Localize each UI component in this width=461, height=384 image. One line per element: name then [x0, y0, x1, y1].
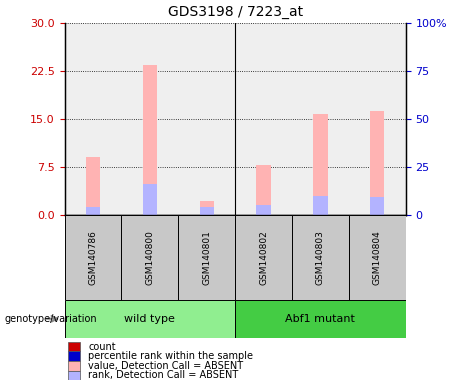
Bar	[86, 157, 100, 215]
Text: GSM140802: GSM140802	[259, 230, 268, 285]
Bar	[121, 23, 178, 215]
Bar	[65, 23, 121, 215]
Bar	[121, 215, 178, 300]
Text: rank, Detection Call = ABSENT: rank, Detection Call = ABSENT	[89, 370, 239, 381]
Bar	[256, 165, 271, 215]
Bar	[370, 111, 384, 215]
Text: GSM140786: GSM140786	[89, 230, 97, 285]
Text: GSM140803: GSM140803	[316, 230, 325, 285]
Bar	[68, 342, 80, 351]
Bar	[235, 215, 292, 300]
Text: percentile rank within the sample: percentile rank within the sample	[89, 351, 254, 361]
Bar	[292, 23, 349, 215]
Bar	[313, 196, 327, 215]
Text: GSM140800: GSM140800	[145, 230, 154, 285]
Bar	[200, 201, 214, 215]
Bar	[235, 300, 406, 338]
Bar	[349, 23, 406, 215]
Text: count: count	[89, 341, 116, 352]
Bar	[65, 300, 235, 338]
Text: value, Detection Call = ABSENT: value, Detection Call = ABSENT	[89, 361, 243, 371]
Bar	[68, 371, 80, 380]
Bar	[349, 215, 406, 300]
Text: wild type: wild type	[124, 314, 175, 324]
Text: Abf1 mutant: Abf1 mutant	[285, 314, 355, 324]
Bar	[235, 23, 292, 215]
Bar	[200, 207, 214, 215]
Bar	[143, 184, 157, 215]
Text: GSM140804: GSM140804	[373, 230, 382, 285]
Text: genotype/variation: genotype/variation	[5, 314, 97, 324]
Bar	[256, 205, 271, 215]
Bar	[178, 215, 235, 300]
Bar	[178, 23, 235, 215]
Bar	[86, 207, 100, 215]
Text: GSM140801: GSM140801	[202, 230, 211, 285]
Bar	[292, 215, 349, 300]
Bar	[370, 197, 384, 215]
Bar	[313, 114, 327, 215]
Bar	[68, 361, 80, 371]
Bar	[68, 351, 80, 361]
Title: GDS3198 / 7223_at: GDS3198 / 7223_at	[167, 5, 303, 19]
Bar	[65, 215, 121, 300]
Bar	[143, 65, 157, 215]
